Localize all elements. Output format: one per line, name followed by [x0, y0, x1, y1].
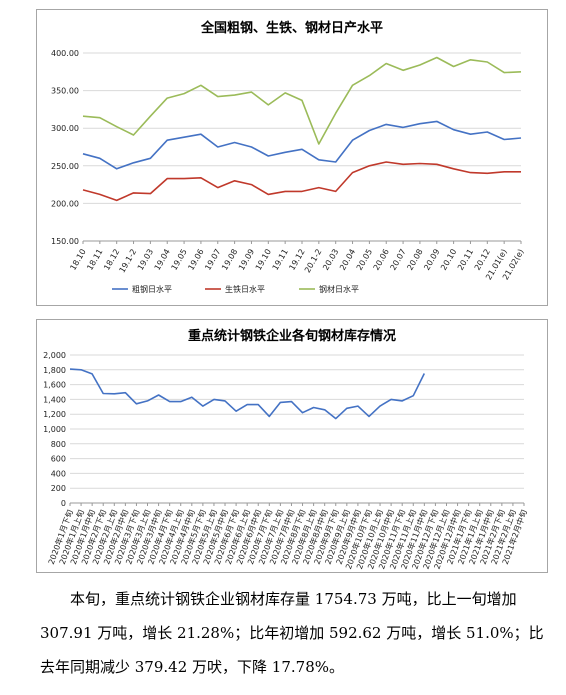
legend-label-1: 生铁日水平 [225, 284, 265, 294]
daily-output-chart-svg: 全国粗钢、生铁、钢材日产水平 150.00 200.00 250.00 300.00 3… [51, 20, 526, 294]
y-tick-label: 1,000 [43, 425, 66, 434]
legend-label-0: 粗钢日水平 [132, 284, 172, 294]
series-line-0 [69, 368, 426, 420]
y-tick-label: 400.00 [51, 49, 79, 58]
y-tick-label: 2,000 [43, 351, 66, 360]
inventory-chart: 重点统计钢铁企业各旬钢材库存情况 0 200 400 600 800 1,000 1,200… [36, 319, 548, 573]
daily-output-chart: 全国粗钢、生铁、钢材日产水平 150.00 200.00 250.00 300.00 3… [36, 9, 548, 306]
chart-title: 重点统计钢铁企业各旬钢材库存情况 [188, 328, 396, 344]
x-tick-label: 19.1-2 [118, 248, 139, 275]
inventory-chart-svg: 重点统计钢铁企业各旬钢材库存情况 0 200 400 600 800 1,000 1,200… [43, 328, 529, 570]
y-tick-label: 150.00 [51, 237, 79, 246]
series-line-1 [82, 161, 521, 202]
y-tick-label: 350.00 [51, 87, 79, 96]
x-tick-label: 20.1-2 [303, 248, 324, 275]
series-line-0 [82, 120, 522, 170]
y-tick-label: 200.00 [51, 199, 79, 208]
summary-paragraph: 本旬，重点统计钢铁企业钢材库存量 1754.73 万吨，比上一旬增加 307.9… [40, 590, 544, 676]
y-tick-label: 1,200 [43, 410, 66, 419]
y-tick-label: 400 [51, 469, 66, 478]
y-tick-label: 300.00 [51, 124, 79, 133]
y-tick-label: 1,400 [43, 395, 66, 404]
y-tick-label: 800 [51, 440, 66, 449]
y-tick-label: 250.00 [51, 162, 79, 171]
legend-label-2: 钢材日水平 [319, 284, 359, 294]
y-tick-label: 1,800 [43, 366, 66, 375]
chart-title: 全国粗钢、生铁、钢材日产水平 [200, 20, 383, 36]
y-tick-label: 600 [51, 455, 66, 464]
y-tick-label: 0 [61, 499, 66, 508]
series-line-2 [82, 56, 522, 145]
y-tick-label: 200 [51, 484, 66, 493]
y-tick-label: 1,600 [43, 381, 66, 390]
